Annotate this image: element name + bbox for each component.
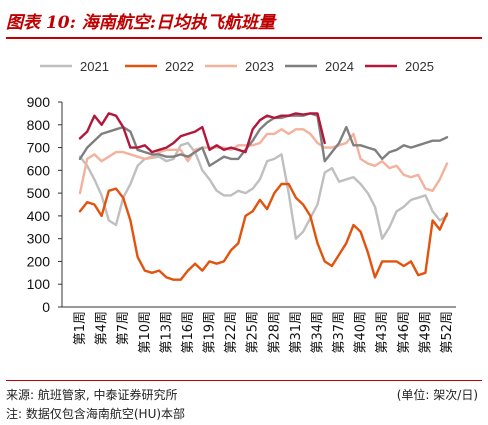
x-tick-label: 第49周 <box>418 311 433 354</box>
x-tick-label: 第28周 <box>267 311 282 354</box>
legend: 2021 2022 2023 2024 2025 <box>40 59 434 74</box>
y-tick-label: 500 <box>27 185 51 201</box>
x-tick-label: 第25周 <box>246 311 261 354</box>
x-tick-label: 第13周 <box>159 311 174 354</box>
line-chart: 2021 2022 2023 2024 2025 0 100 200 300 400 500 600… <box>27 59 456 354</box>
x-tick-label: 第1周 <box>73 311 88 345</box>
x-tick-label: 第16周 <box>181 311 196 354</box>
legend-label-2023: 2023 <box>245 59 274 74</box>
x-axis: 第1周 第4周 第7周 第10周 第13周 第16周 第19周 第22周 第25周 第28周 第31… <box>62 306 456 354</box>
x-tick-label: 第7周 <box>116 311 131 345</box>
y-tick-label: 100 <box>27 276 51 292</box>
x-tick-label: 第43周 <box>375 311 390 354</box>
x-tick-label: 第52周 <box>440 311 455 354</box>
y-axis: 0 100 200 300 400 500 600 700 800 900 <box>27 94 63 315</box>
x-tick-label: 第34周 <box>310 311 325 354</box>
series-line-2025 <box>78 112 326 154</box>
y-tick-label: 300 <box>27 231 51 247</box>
legend-label-2025: 2025 <box>405 59 434 74</box>
x-tick-label: 第19周 <box>203 311 218 354</box>
series-line-2021 <box>78 141 449 240</box>
y-tick-label: 200 <box>27 253 51 269</box>
y-tick-label: 0 <box>42 299 50 315</box>
series-line-2023 <box>78 128 449 195</box>
x-tick-label: 第22周 <box>224 311 239 354</box>
x-tick-label: 第40周 <box>354 311 369 354</box>
x-tick-label: 第37周 <box>332 311 347 354</box>
y-tick-label: 900 <box>27 94 51 110</box>
legend-label-2021: 2021 <box>80 59 109 74</box>
x-tick-label: 第46周 <box>397 311 412 354</box>
legend-label-2024: 2024 <box>325 59 354 74</box>
series-line-2022 <box>78 182 449 281</box>
y-tick-label: 600 <box>27 162 51 178</box>
series-group <box>78 112 449 281</box>
note-text: 注: 数据仅包含海南航空(HU)本部 <box>6 407 186 421</box>
legend-label-2022: 2022 <box>165 59 194 74</box>
title-rule <box>6 37 482 39</box>
y-tick-label: 400 <box>27 208 51 224</box>
source-text: 来源: 航班管家, 中泰证券研究所 <box>6 388 178 402</box>
y-tick-label: 800 <box>27 117 51 133</box>
y-tick-label: 700 <box>27 140 51 156</box>
unit-text: (单位: 架次/日) <box>396 388 478 402</box>
x-tick-label: 第31周 <box>289 311 304 354</box>
series-line-2024 <box>78 112 449 168</box>
source-rule <box>6 380 482 381</box>
x-tick-label: 第4周 <box>95 311 110 345</box>
chart-title: 图表 10: 海南航空:日均执飞航班量 <box>6 13 276 33</box>
x-tick-label: 第10周 <box>138 311 153 354</box>
